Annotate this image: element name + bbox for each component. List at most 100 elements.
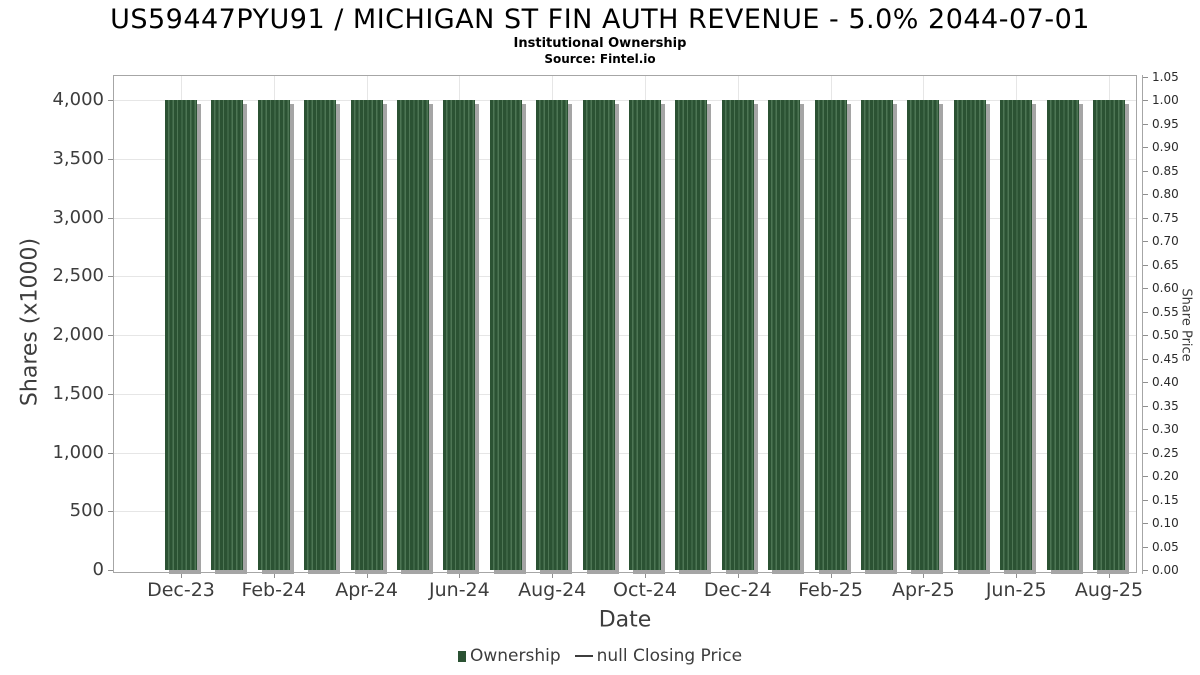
- y2-tick: [1143, 123, 1148, 125]
- ownership-bar[interactable]: [1000, 100, 1033, 570]
- y2-tick: [1143, 452, 1148, 454]
- y2-tick: [1143, 546, 1148, 548]
- x-tick: [1016, 574, 1018, 578]
- y2-tick: [1143, 241, 1148, 242]
- y2-tick-label: 0.25: [1152, 445, 1179, 460]
- y2-tick: [1143, 170, 1148, 172]
- ownership-bar[interactable]: [350, 100, 383, 570]
- ownership-bar[interactable]: [257, 100, 290, 570]
- y2-tick-label: 0.55: [1152, 304, 1179, 319]
- y-tick-label: 500: [69, 500, 104, 522]
- y-tick: [108, 511, 113, 513]
- y2-tick: [1143, 476, 1148, 477]
- y2-tick-label: 0.90: [1152, 140, 1179, 154]
- x-tick: [459, 574, 461, 578]
- legend: Ownership null Closing Price: [0, 646, 1200, 666]
- y2-tick-label: 0.10: [1152, 516, 1179, 530]
- y-tick: [108, 570, 113, 571]
- horizontal-gridline: [114, 158, 1136, 160]
- y-tick: [108, 158, 113, 160]
- ownership-bar[interactable]: [814, 100, 847, 570]
- ownership-bar[interactable]: [953, 100, 986, 570]
- horizontal-gridline: [114, 393, 1136, 395]
- y2-tick-label: 1.05: [1152, 69, 1179, 84]
- y2-tick: [1143, 405, 1148, 407]
- legend-item-ownership[interactable]: Ownership: [457, 646, 561, 666]
- ownership-bar[interactable]: [861, 100, 893, 570]
- ownership-bar[interactable]: [675, 100, 708, 570]
- ownership-bar[interactable]: [536, 100, 569, 570]
- x-tick: [923, 574, 925, 578]
- ownership-bar[interactable]: [397, 100, 429, 570]
- y-tick: [108, 100, 113, 101]
- y-tick-label: 2,500: [52, 265, 104, 287]
- y2-tick-label: 0.65: [1152, 257, 1179, 272]
- right-axis-spine: [1142, 75, 1143, 574]
- ownership-bar[interactable]: [304, 100, 337, 570]
- y2-tick: [1143, 429, 1148, 430]
- ownership-bar[interactable]: [629, 100, 661, 570]
- y2-tick-label: 0.05: [1152, 539, 1179, 554]
- x-tick: [645, 574, 646, 578]
- y2-tick: [1143, 264, 1148, 266]
- y-tick-label: 3,500: [52, 147, 104, 169]
- x-tick: [1109, 574, 1110, 578]
- ownership-bar[interactable]: [165, 100, 197, 570]
- y2-tick: [1143, 570, 1148, 571]
- horizontal-gridline: [114, 217, 1136, 219]
- ownership-bar[interactable]: [721, 100, 754, 570]
- y2-tick: [1143, 100, 1148, 101]
- y2-tick-label: 1.00: [1152, 93, 1179, 107]
- y2-tick: [1143, 76, 1148, 78]
- y-tick-label: 1,500: [52, 382, 104, 404]
- x-tick: [181, 574, 182, 578]
- y2-tick: [1143, 217, 1148, 219]
- x-tick-label: Dec-23: [147, 579, 215, 601]
- y2-tick: [1143, 382, 1148, 383]
- x-tick: [830, 574, 832, 578]
- y2-tick-label: 0.30: [1152, 422, 1179, 436]
- ownership-bar[interactable]: [211, 100, 244, 570]
- x-tick-label: Jun-25: [985, 579, 1047, 601]
- y2-tick: [1143, 288, 1148, 289]
- y2-tick-label: 0.80: [1152, 187, 1179, 201]
- x-tick-label: Apr-24: [335, 579, 398, 601]
- ownership-swatch-icon: [457, 650, 466, 662]
- y-tick-label: 0: [92, 559, 104, 580]
- x-tick-label: Feb-24: [241, 579, 307, 601]
- legend-label-ownership: Ownership: [469, 646, 561, 666]
- x-tick-label: Apr-25: [892, 579, 955, 601]
- chart-subtitle: Institutional Ownership: [513, 36, 687, 51]
- y2-tick-label: 0.70: [1152, 234, 1179, 248]
- chart-title: US59447PYU91 / MICHIGAN ST FIN AUTH REVE…: [110, 4, 1090, 35]
- x-tick-label: Jun-24: [429, 579, 490, 601]
- y-tick: [108, 217, 113, 219]
- y-tick-label: 2,000: [52, 324, 104, 345]
- x-tick: [737, 574, 739, 578]
- ownership-bar[interactable]: [768, 100, 801, 570]
- y2-tick-label: 0.85: [1152, 163, 1179, 178]
- y2-tick-label: 0.15: [1152, 492, 1179, 507]
- legend-label-closing-price: null Closing Price: [596, 646, 743, 666]
- y2-tick: [1143, 523, 1148, 524]
- ownership-bar[interactable]: [489, 100, 522, 570]
- ownership-bar[interactable]: [443, 100, 476, 570]
- y-tick-label: 1,000: [52, 441, 104, 463]
- ownership-bar[interactable]: [1093, 100, 1125, 570]
- ownership-bar[interactable]: [907, 100, 940, 570]
- x-tick: [366, 574, 368, 578]
- ownership-bar[interactable]: [582, 100, 615, 570]
- x-tick-label: Aug-25: [1074, 579, 1144, 601]
- y2-tick-label: 0.75: [1152, 210, 1179, 225]
- x-tick-label: Oct-24: [613, 579, 677, 601]
- y2-tick-label: 0.50: [1152, 328, 1179, 342]
- y2-tick-label: 0.35: [1152, 398, 1179, 413]
- y2-tick-label: 0.20: [1152, 469, 1179, 483]
- y-tick: [108, 335, 113, 336]
- horizontal-gridline: [114, 511, 1136, 513]
- ownership-bar[interactable]: [1046, 100, 1079, 570]
- horizontal-gridline: [114, 100, 1136, 101]
- legend-item-closing-price[interactable]: null Closing Price: [574, 646, 743, 666]
- y2-tick: [1143, 147, 1148, 148]
- y2-tick: [1143, 335, 1148, 336]
